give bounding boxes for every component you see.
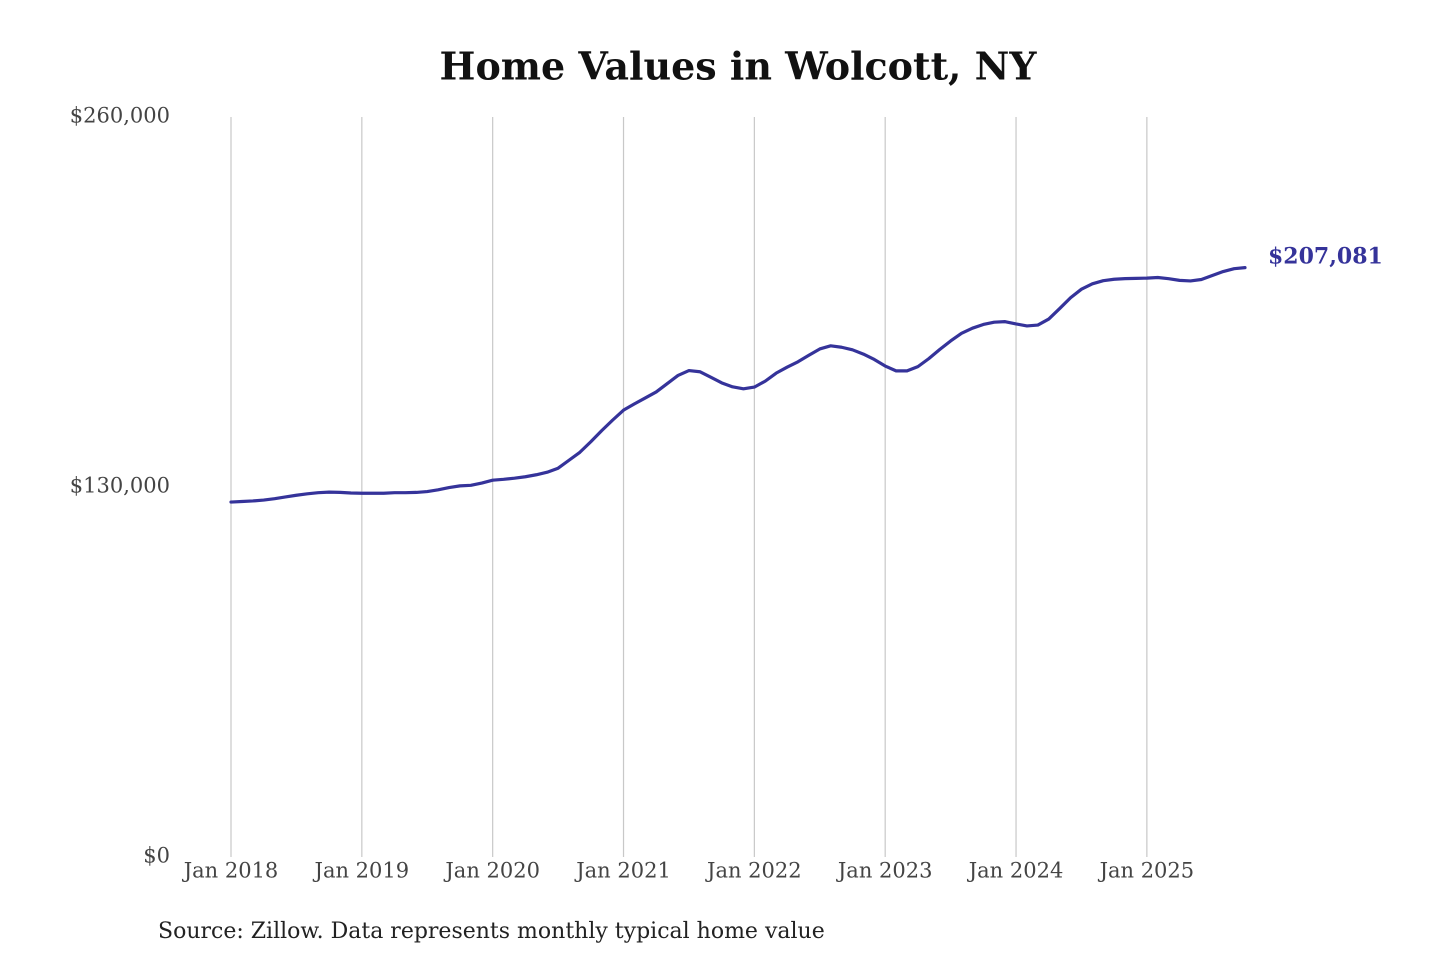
x-tick-label: Jan 2020 [443, 859, 540, 883]
x-tick-label: Jan 2025 [1098, 859, 1195, 883]
x-tick-label: Jan 2024 [967, 859, 1064, 883]
y-tick-label: $130,000 [70, 474, 170, 498]
y-tick-label: $260,000 [70, 104, 170, 128]
chart-title: Home Values in Wolcott, NY [440, 44, 1038, 89]
x-tick-label: Jan 2023 [836, 859, 933, 883]
x-tick-label: Jan 2021 [574, 859, 671, 883]
y-tick-label: $0 [143, 844, 170, 868]
x-tick-label: Jan 2019 [313, 859, 410, 883]
x-tick-label: Jan 2022 [705, 859, 802, 883]
x-tick-label: Jan 2018 [182, 859, 279, 883]
line [229, 266, 1247, 504]
data-label: $207,081 [1268, 244, 1383, 270]
source-note: Source: Zillow. Data represents monthly … [158, 919, 825, 944]
